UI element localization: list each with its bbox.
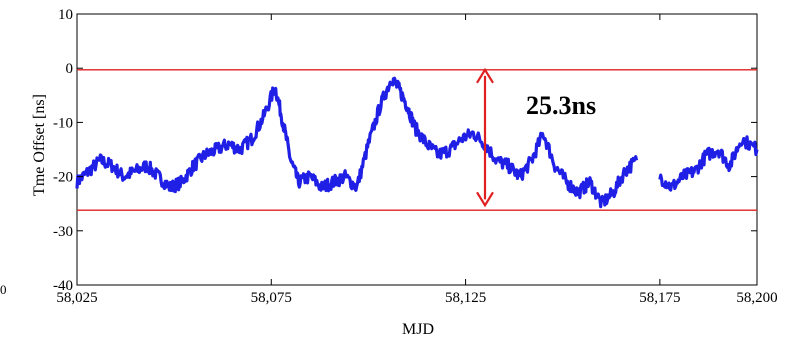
x-tick-label-4: 58,200: [736, 290, 777, 306]
plot-frame: [76, 13, 758, 286]
x-tick-label-0: 58,025: [56, 290, 97, 306]
arrow-head-down: [476, 191, 494, 208]
y-axis-label: Tme Offset [ns]: [31, 94, 48, 196]
x-tick-label-3: 58,175: [639, 290, 680, 306]
stray-label: 0: [0, 282, 7, 297]
axis-tick-labels: 58,025 58,075 58,125 58,175 58,200 10 0 -10 -20 -…: [53, 7, 778, 306]
series-line-segment-0: [75, 76, 639, 209]
y-tick-label-1: 0: [66, 61, 74, 77]
plot-border: [76, 13, 758, 286]
series-line-segment-1: [658, 135, 759, 192]
reference-lines: [77, 69, 757, 211]
x-tick-label-2: 58,125: [445, 290, 486, 306]
axis-ticks: [76, 13, 758, 286]
y-tick-label-0: 10: [58, 7, 73, 23]
arrow-head-up: [476, 67, 494, 84]
y-tick-label-2: -10: [53, 115, 73, 131]
annotation-layer: 25.3ns: [476, 67, 596, 208]
annotation-label: 25.3ns: [526, 91, 596, 120]
x-axis-label: MJD: [402, 321, 434, 338]
series-layer: [75, 76, 759, 209]
y-tick-label-3: -20: [53, 170, 73, 186]
y-tick-label-4: -30: [53, 224, 73, 240]
y-tick-label-5: -40: [53, 278, 73, 294]
x-tick-label-1: 58,075: [251, 290, 292, 306]
